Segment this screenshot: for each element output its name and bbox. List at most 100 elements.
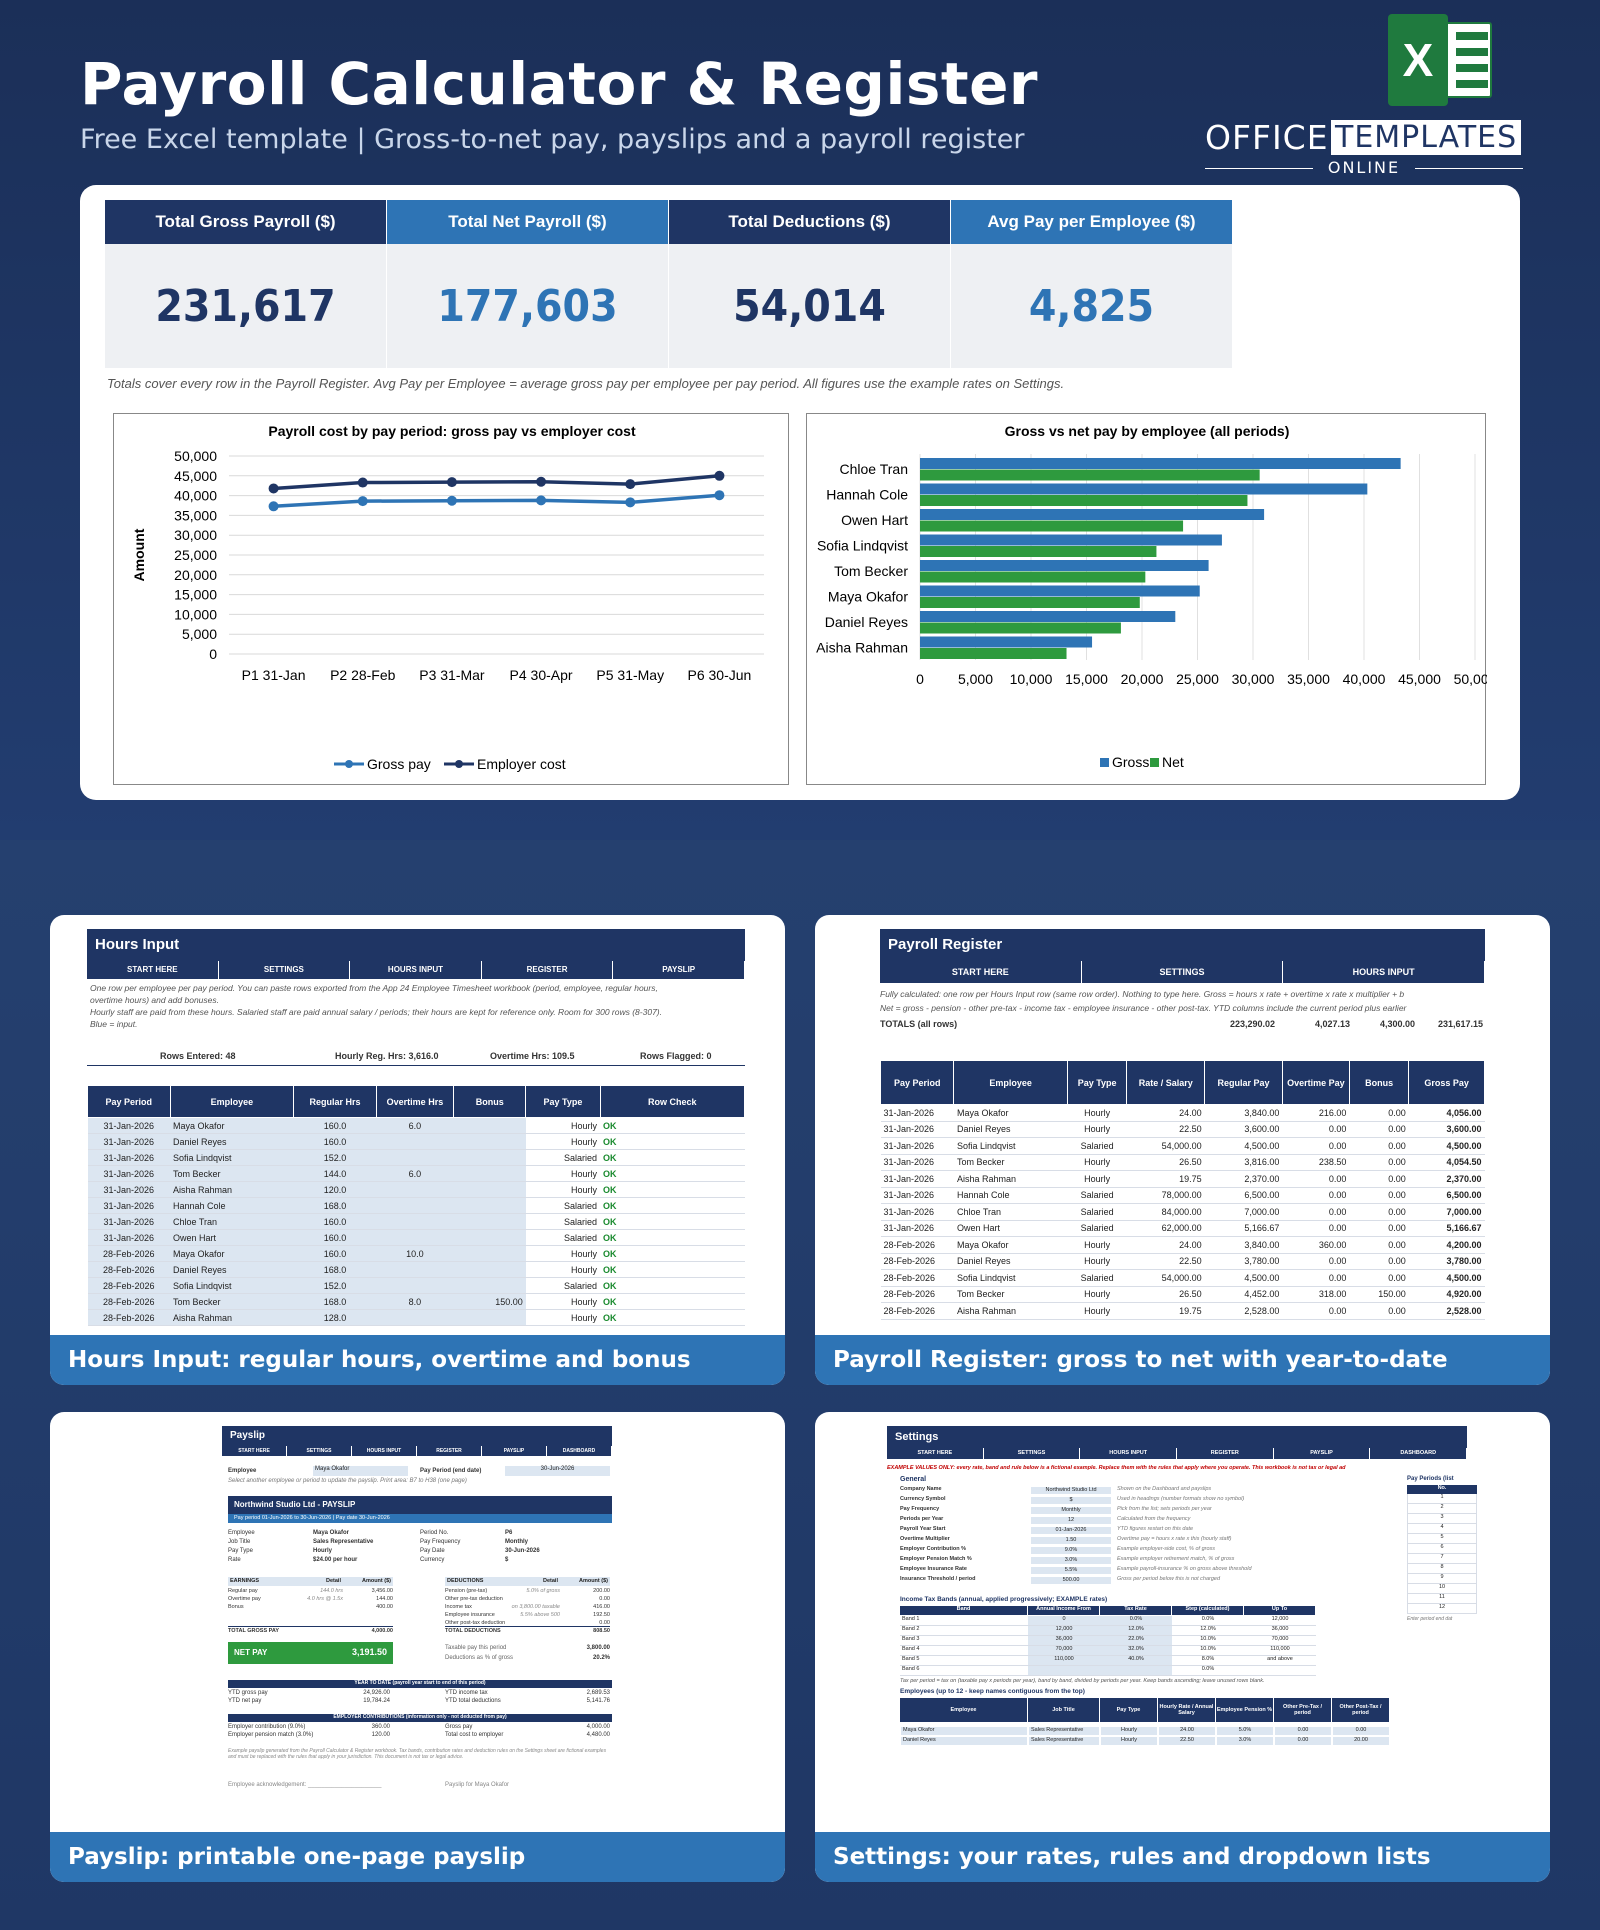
table-cell[interactable]: 160.0	[293, 1117, 377, 1134]
table-cell[interactable]: Hourly	[525, 1309, 601, 1326]
nav-button[interactable]: HOURS INPUT	[350, 961, 482, 979]
payslip-card[interactable]: Payslip START HERE SETTINGS HOURS INPUT REGI…	[50, 1412, 785, 1882]
table-cell[interactable]: OK	[600, 1245, 745, 1262]
column-header[interactable]: Row Check	[599, 1085, 746, 1118]
table-cell[interactable]: OK	[600, 1117, 745, 1134]
band-cell[interactable]: 12,000	[1028, 1626, 1100, 1636]
table-cell[interactable]: 150.00	[453, 1293, 526, 1310]
table-cell[interactable]: OK	[600, 1197, 745, 1214]
table-cell[interactable]: 8.0	[376, 1293, 454, 1310]
setting-input[interactable]: Monthly	[1030, 1506, 1112, 1515]
table-cell[interactable]: OK	[600, 1229, 745, 1246]
table-cell[interactable]	[453, 1149, 526, 1166]
table-cell[interactable]: Aisha Rahman	[170, 1181, 294, 1198]
period-number[interactable]: 9	[1407, 1574, 1477, 1584]
period-number[interactable]: 10	[1407, 1584, 1477, 1594]
employee-cell[interactable]: 22.50	[1158, 1736, 1216, 1746]
table-cell[interactable]	[453, 1213, 526, 1230]
setting-input[interactable]: Northwind Studio Ltd	[1030, 1486, 1112, 1495]
setting-input[interactable]: 01-Jan-2026	[1030, 1526, 1112, 1535]
setting-input[interactable]: 12	[1030, 1516, 1112, 1525]
table-cell[interactable]: Chloe Tran	[170, 1213, 294, 1230]
table-cell[interactable]: 28-Feb-2026	[87, 1261, 170, 1278]
table-cell[interactable]: Salaried	[525, 1277, 601, 1294]
column-header[interactable]: Overtime Hrs	[375, 1085, 455, 1118]
setting-input[interactable]: 500.00	[1030, 1576, 1112, 1585]
column-header[interactable]: Bonus	[1348, 1060, 1410, 1105]
table-cell[interactable]: OK	[600, 1309, 745, 1326]
table-cell[interactable]	[453, 1117, 526, 1134]
table-cell[interactable]: OK	[600, 1213, 745, 1230]
table-cell[interactable]: 120.0	[293, 1181, 377, 1198]
column-header[interactable]: Employee	[953, 1060, 1068, 1105]
table-cell[interactable]: Hannah Cole	[170, 1197, 294, 1214]
table-cell[interactable]: OK	[600, 1181, 745, 1198]
employee-cell[interactable]: 3.0%	[1216, 1736, 1274, 1746]
table-cell[interactable]: Sofia Lindqvist	[170, 1277, 294, 1294]
table-cell[interactable]: 31-Jan-2026	[87, 1133, 170, 1150]
table-cell[interactable]: Hourly	[525, 1261, 601, 1278]
period-number[interactable]: 11	[1407, 1594, 1477, 1604]
period-number[interactable]: 4	[1407, 1524, 1477, 1534]
table-cell[interactable]: Salaried	[525, 1149, 601, 1166]
table-cell[interactable]: OK	[600, 1293, 745, 1310]
column-header[interactable]: Pay Type	[525, 1085, 601, 1118]
nav-button[interactable]: SETTINGS	[1081, 961, 1284, 983]
table-cell[interactable]	[376, 1229, 454, 1246]
setting-input[interactable]: 1.50	[1030, 1536, 1112, 1545]
nav-button[interactable]: REGISTER	[417, 1446, 482, 1456]
settings-card[interactable]: Settings START HERE SETTINGS HOURS INPUT REG…	[815, 1412, 1550, 1882]
table-cell[interactable]	[453, 1181, 526, 1198]
setting-input[interactable]: 5.5%	[1030, 1566, 1112, 1575]
table-cell[interactable]: Daniel Reyes	[170, 1261, 294, 1278]
period-number[interactable]: 2	[1407, 1504, 1477, 1514]
period-number[interactable]: 1	[1407, 1494, 1477, 1504]
nav-button[interactable]: SETTINGS	[218, 961, 351, 979]
table-cell[interactable]	[453, 1133, 526, 1150]
band-cell[interactable]: 22.0%	[1100, 1636, 1172, 1646]
table-cell[interactable]: OK	[600, 1277, 745, 1294]
nav-button[interactable]: PAYSLIP	[1273, 1448, 1371, 1459]
table-cell[interactable]	[376, 1277, 454, 1294]
nav-button[interactable]: DASHBOARD	[1370, 1448, 1468, 1459]
table-cell[interactable]: 152.0	[293, 1149, 377, 1166]
table-cell[interactable]: 168.0	[293, 1261, 377, 1278]
table-cell[interactable]: 152.0	[293, 1277, 377, 1294]
nav-button[interactable]: REGISTER	[481, 961, 614, 979]
table-cell[interactable]: 144.0	[293, 1165, 377, 1182]
table-cell[interactable]: Hourly	[525, 1117, 601, 1134]
employee-cell[interactable]: 0.00	[1274, 1726, 1332, 1736]
table-cell[interactable]: Tom Becker	[170, 1293, 294, 1310]
setting-input[interactable]: 3.0%	[1030, 1556, 1112, 1565]
band-cell[interactable]: 32.0%	[1100, 1646, 1172, 1656]
table-cell[interactable]	[453, 1197, 526, 1214]
band-cell[interactable]: 70,000	[1028, 1646, 1100, 1656]
table-cell[interactable]	[376, 1133, 454, 1150]
column-header[interactable]: Gross Pay	[1408, 1060, 1485, 1105]
nav-button[interactable]: START HERE	[887, 1448, 984, 1459]
table-cell[interactable]: Sofia Lindqvist	[170, 1149, 294, 1166]
band-cell[interactable]: 12.0%	[1100, 1626, 1172, 1636]
table-cell[interactable]: 31-Jan-2026	[87, 1149, 170, 1166]
table-cell[interactable]: Daniel Reyes	[170, 1133, 294, 1150]
table-cell[interactable]: Salaried	[525, 1229, 601, 1246]
nav-button[interactable]: HOURS INPUT	[352, 1446, 417, 1456]
table-cell[interactable]	[453, 1261, 526, 1278]
table-cell[interactable]: 31-Jan-2026	[87, 1229, 170, 1246]
table-cell[interactable]: 28-Feb-2026	[87, 1309, 170, 1326]
table-cell[interactable]: 160.0	[293, 1229, 377, 1246]
table-cell[interactable]: Hourly	[525, 1293, 601, 1310]
column-header[interactable]: Pay Period	[879, 1060, 955, 1105]
nav-button[interactable]: REGISTER	[1177, 1448, 1274, 1459]
nav-button[interactable]: START HERE	[222, 1446, 287, 1456]
nav-button[interactable]: PAYSLIP	[613, 961, 745, 979]
table-cell[interactable]: 28-Feb-2026	[87, 1293, 170, 1310]
table-cell[interactable]: Hourly	[525, 1133, 601, 1150]
table-cell[interactable]: 160.0	[293, 1245, 377, 1262]
table-cell[interactable]: 168.0	[293, 1197, 377, 1214]
employee-cell[interactable]: 0.00	[1332, 1726, 1390, 1736]
table-cell[interactable]: Hourly	[525, 1181, 601, 1198]
employee-cell[interactable]: Hourly	[1100, 1736, 1158, 1746]
period-select[interactable]: 30-Jun-2026	[505, 1466, 610, 1476]
table-cell[interactable]: 160.0	[293, 1133, 377, 1150]
